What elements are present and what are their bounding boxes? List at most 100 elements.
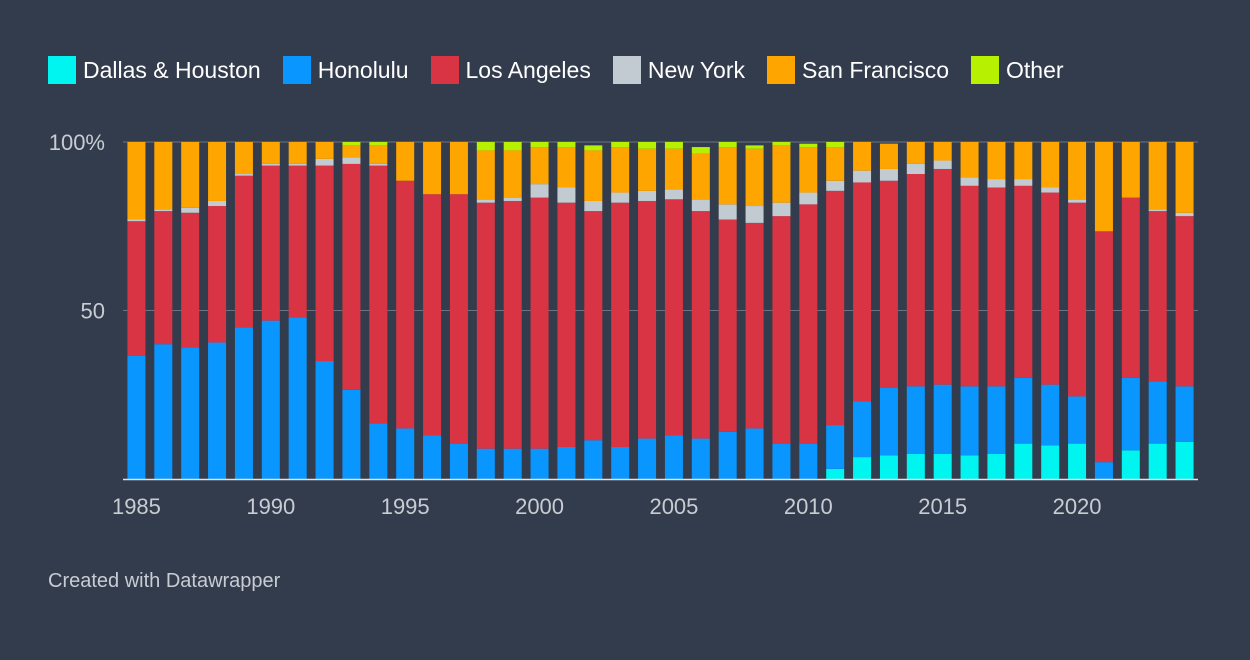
bar-segment [1068, 202, 1087, 397]
bar-segment [369, 142, 388, 146]
bar-segment [1175, 142, 1194, 213]
bar-segment [745, 145, 764, 149]
bar-segment [127, 221, 146, 356]
bar-segment [718, 142, 737, 148]
bar-segment [879, 455, 898, 479]
bar-segment [1068, 199, 1087, 203]
bar-segment [369, 163, 388, 166]
bar-segment [933, 142, 952, 161]
bar-segment [396, 142, 415, 181]
bar-segment [987, 179, 1006, 188]
bar-segment [1121, 377, 1140, 451]
bar-segment [853, 182, 872, 402]
bar-segment [853, 457, 872, 479]
legend-item-san-francisco[interactable]: San Francisco [767, 56, 949, 84]
bar-segment [530, 142, 549, 148]
bar-segment [315, 165, 334, 362]
bar-segment [476, 150, 495, 200]
bar-segment [826, 142, 845, 148]
bar-segment [799, 204, 818, 444]
bar-segment [853, 142, 872, 171]
bar-segment [987, 453, 1006, 479]
bar-segment [718, 147, 737, 205]
bar-segment [745, 206, 764, 223]
bar-segment [718, 219, 737, 432]
bar-segment [208, 200, 227, 207]
bar-segment [423, 142, 442, 195]
bar-segment [799, 143, 818, 148]
bar-segment [208, 206, 227, 343]
bar-segment [1014, 443, 1033, 479]
bar-segment [1068, 443, 1087, 479]
legend-swatch [971, 56, 1000, 84]
bar-segment [853, 170, 872, 183]
legend-item-honolulu[interactable]: Honolulu [282, 56, 409, 84]
bar-segment [1014, 142, 1033, 180]
bar-segment [154, 209, 173, 212]
bar-segment [879, 388, 898, 456]
bar-segment [691, 199, 710, 212]
bar-segment [799, 192, 818, 205]
bar-segment [396, 428, 415, 479]
bar-segment [691, 211, 710, 439]
bar-segment [342, 163, 361, 390]
bar-segment [396, 180, 415, 429]
x-tick-label: 2010 [784, 494, 833, 519]
bar-segment [342, 389, 361, 479]
bar-segment [530, 448, 549, 479]
bar-segment [638, 200, 657, 439]
legend-swatch [767, 56, 795, 84]
bar-segment [557, 142, 576, 148]
bar-segment [557, 147, 576, 188]
bar-segment [772, 443, 791, 479]
bar-segment [476, 142, 495, 151]
legend-label: Dallas & Houston [83, 56, 261, 83]
bar-segment [611, 192, 630, 203]
legend-label: New York [647, 56, 745, 83]
bar-segment [261, 163, 280, 166]
bar-segment [476, 448, 495, 479]
bar-segment [933, 384, 952, 454]
axes: 100% 50 1985 1990 1995 2000 2005 2010 2015 2020 [49, 130, 1198, 519]
bar-segment [638, 438, 657, 479]
legend-item-dallas-houston[interactable]: Dallas & Houston [48, 56, 261, 84]
bar-segment [799, 147, 818, 193]
legend-item-los-angeles[interactable]: Los Angeles [430, 56, 591, 84]
bar-segment [503, 448, 522, 479]
bar-segment [1148, 381, 1167, 444]
bar-segment [315, 142, 334, 159]
bar-segment [1148, 211, 1167, 382]
bar-segment [879, 180, 898, 389]
bar-segment [1175, 386, 1194, 442]
bar-segment [718, 204, 737, 220]
legend-swatch [282, 56, 311, 84]
legend-swatch [430, 56, 459, 84]
bar-segment [503, 150, 522, 198]
bar-segment [1068, 142, 1087, 200]
legend-item-new-york[interactable]: New York [612, 56, 745, 84]
bar-segment [476, 202, 495, 449]
bar-segment [611, 142, 630, 148]
bar-segment [960, 177, 979, 186]
bar-segment [423, 194, 442, 436]
bar-segment [1041, 187, 1060, 193]
gridlines [123, 141, 1198, 311]
bar-segment [611, 446, 630, 479]
legend: Dallas & Houston Honolulu Los Angeles Ne… [48, 56, 1086, 84]
legend-swatch [48, 56, 76, 84]
bar-segment [933, 168, 952, 385]
x-tick-label: 1985 [112, 494, 161, 519]
bar-segment [799, 443, 818, 479]
bar-segment [691, 147, 710, 154]
legend-item-other[interactable]: Other [971, 56, 1064, 84]
bar-segment [745, 222, 764, 429]
bar-segment [987, 142, 1006, 180]
bar-segment [826, 468, 845, 479]
credit-text: Created with Datawrapper [48, 570, 281, 592]
bar-segment [127, 355, 146, 479]
bar-segment [503, 197, 522, 201]
bar-segment [664, 148, 683, 190]
bar-segment [1014, 377, 1033, 444]
bar-segment [906, 163, 925, 175]
bar-segment [1121, 197, 1140, 378]
